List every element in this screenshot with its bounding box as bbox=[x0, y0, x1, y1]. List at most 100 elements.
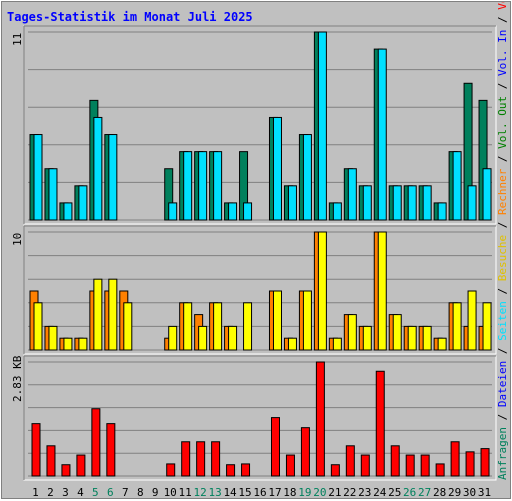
x-label-day-13: 13 bbox=[208, 486, 221, 499]
x-label-day-23: 23 bbox=[358, 486, 371, 499]
bar-kbytes-day-22 bbox=[345, 445, 355, 477]
x-label-day-15: 15 bbox=[238, 486, 251, 499]
legend-part-4: Seiten bbox=[496, 301, 509, 341]
bar-kbytes-day-17 bbox=[270, 417, 280, 477]
legend-part-8: Rechner bbox=[496, 168, 509, 215]
x-label-day-1: 1 bbox=[32, 486, 39, 499]
bar-sites-day-23 bbox=[362, 325, 372, 351]
x-label-day-10: 10 bbox=[164, 486, 177, 499]
x-label-day-19: 19 bbox=[298, 486, 311, 499]
x-label-day-24: 24 bbox=[373, 486, 387, 499]
bar-kbytes-day-31 bbox=[480, 448, 490, 477]
bar-files-day-1 bbox=[33, 134, 43, 221]
x-label-day-14: 14 bbox=[223, 486, 237, 499]
bar-files-day-28 bbox=[437, 202, 447, 221]
bar-kbytes-day-5 bbox=[91, 408, 101, 477]
bar-sites-day-4 bbox=[78, 337, 88, 351]
bar-sites-day-28 bbox=[437, 337, 447, 351]
bar-sites-day-24 bbox=[377, 231, 387, 351]
bar-kbytes-day-1 bbox=[31, 423, 41, 477]
bar-files-day-31 bbox=[482, 168, 492, 221]
bar-kbytes-day-20 bbox=[315, 361, 325, 477]
bar-files-day-30 bbox=[467, 185, 477, 221]
bar-files-day-2 bbox=[48, 168, 58, 221]
bar-files-day-23 bbox=[362, 185, 372, 221]
bar-files-day-6 bbox=[108, 134, 118, 221]
panel-middle-frame bbox=[23, 225, 497, 355]
bar-kbytes-day-11 bbox=[181, 441, 191, 477]
bar-sites-day-2 bbox=[48, 325, 58, 351]
bar-files-day-18 bbox=[287, 185, 297, 221]
x-axis-day-labels: 1 2 3 4 5 6 7 8 9 10 11 12 13 14 15 16 17 18 19 20 21 22 23 24 2… bbox=[32, 486, 491, 499]
x-label-day-9: 9 bbox=[152, 486, 159, 499]
bar-files-day-20 bbox=[317, 31, 327, 221]
bar-files-day-14 bbox=[228, 202, 238, 221]
panel-bottom-frame bbox=[23, 355, 497, 481]
bar-files-day-22 bbox=[347, 168, 357, 221]
bar-sites-day-11 bbox=[183, 302, 193, 351]
bar-kbytes-day-23 bbox=[360, 454, 370, 477]
bar-kbytes-day-26 bbox=[405, 454, 415, 477]
x-label-day-12: 12 bbox=[194, 486, 207, 499]
legend-part-9: / bbox=[496, 149, 509, 169]
bar-files-day-24 bbox=[377, 48, 387, 221]
legend-part-14: Volumen bbox=[496, 2, 509, 10]
bar-sites-day-29 bbox=[452, 302, 462, 351]
bar-sites-day-31 bbox=[482, 302, 492, 351]
legend-part-12: Vol. In bbox=[496, 30, 509, 76]
panel-middle: 10 bbox=[11, 225, 497, 355]
bar-files-day-4 bbox=[78, 185, 88, 221]
bar-kbytes-day-29 bbox=[450, 441, 460, 477]
bar-kbytes-day-30 bbox=[465, 451, 475, 477]
bar-files-day-19 bbox=[302, 134, 312, 221]
legend-part-2: Dateien bbox=[496, 361, 509, 407]
legend-part-6: Besuche bbox=[496, 235, 509, 281]
bar-kbytes-day-21 bbox=[330, 464, 340, 477]
bar-files-day-21 bbox=[332, 202, 342, 221]
panel-middle-ymax-label: 10 bbox=[11, 233, 24, 246]
legend-part-3: / bbox=[496, 341, 509, 361]
panel-top: 11 bbox=[11, 25, 497, 225]
x-label-day-29: 29 bbox=[448, 486, 461, 499]
panel-top-frame bbox=[23, 25, 497, 225]
legend-part-5: / bbox=[496, 281, 509, 301]
x-label-day-2: 2 bbox=[47, 486, 54, 499]
bar-kbytes-day-24 bbox=[375, 370, 385, 477]
bar-kbytes-day-15 bbox=[241, 463, 251, 477]
bar-files-day-25 bbox=[392, 185, 402, 221]
bar-sites-day-10 bbox=[168, 325, 178, 351]
bar-kbytes-day-6 bbox=[106, 423, 116, 477]
bar-kbytes-day-18 bbox=[285, 454, 295, 477]
x-label-day-11: 11 bbox=[179, 486, 192, 499]
bar-kbytes-day-2 bbox=[46, 445, 56, 477]
bar-sites-day-19 bbox=[302, 290, 312, 351]
legend-part-13: / bbox=[496, 10, 509, 30]
bar-files-day-11 bbox=[183, 151, 193, 221]
chart-title: Tages-Statistik im Monat Juli 2025 bbox=[7, 10, 253, 24]
bar-files-day-26 bbox=[407, 185, 417, 221]
bar-sites-day-30 bbox=[467, 290, 477, 351]
bar-files-day-27 bbox=[422, 185, 432, 221]
x-label-day-7: 7 bbox=[122, 486, 129, 499]
bar-kbytes-day-14 bbox=[226, 464, 236, 477]
bar-sites-day-20 bbox=[317, 231, 327, 351]
bar-sites-day-21 bbox=[332, 337, 342, 351]
x-label-day-18: 18 bbox=[283, 486, 296, 499]
x-label-day-5: 5 bbox=[92, 486, 99, 499]
x-label-day-3: 3 bbox=[62, 486, 69, 499]
bar-kbytes-day-12 bbox=[196, 441, 206, 477]
legend-part-1: / bbox=[496, 407, 509, 427]
bar-files-day-5 bbox=[93, 116, 103, 221]
bar-kbytes-day-4 bbox=[76, 454, 86, 477]
bar-sites-day-5 bbox=[93, 278, 103, 351]
legend-part-0: Anfragen bbox=[496, 427, 509, 480]
bar-files-day-29 bbox=[452, 151, 462, 221]
bar-files-day-12 bbox=[198, 151, 208, 221]
x-label-day-4: 4 bbox=[77, 486, 84, 499]
bar-sites-day-18 bbox=[287, 337, 297, 351]
bar-sites-day-15 bbox=[243, 302, 253, 351]
bar-sites-day-7 bbox=[123, 302, 133, 351]
x-label-day-27: 27 bbox=[418, 486, 431, 499]
